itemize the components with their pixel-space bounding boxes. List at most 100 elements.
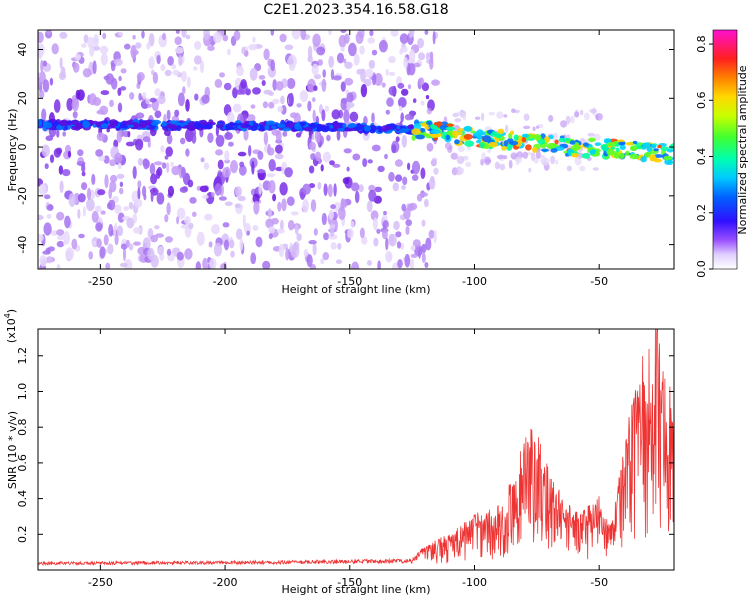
- noise-blob: [109, 174, 118, 183]
- noise-blob: [281, 198, 287, 212]
- noise-blob: [94, 205, 102, 213]
- noise-blob: [330, 204, 336, 210]
- noise-blob: [175, 30, 180, 34]
- track-blob: [632, 140, 638, 145]
- noise-blob: [58, 165, 64, 175]
- haze-blob: [487, 148, 492, 153]
- noise-blob: [187, 179, 194, 188]
- noise-blob: [404, 114, 413, 121]
- track-blob: [581, 152, 591, 159]
- noise-blob: [354, 190, 360, 204]
- noise-blob: [313, 228, 318, 236]
- noise-blob: [381, 229, 388, 240]
- noise-blob: [123, 206, 130, 211]
- noise-blob: [347, 228, 354, 239]
- track-blob: [644, 151, 652, 158]
- noise-blob: [364, 68, 374, 78]
- noise-blob: [401, 185, 406, 190]
- snr-y-ticks: 0.2 0.4 0.6 0.8 1.0 1.2: [16, 347, 674, 543]
- noise-blob: [340, 81, 346, 92]
- track-blob: [407, 124, 414, 130]
- noise-blob: [405, 225, 410, 235]
- noise-blob: [296, 103, 302, 108]
- noise-blob: [224, 239, 229, 251]
- noise-blob: [77, 193, 86, 203]
- track-blob: [325, 125, 330, 132]
- noise-blob: [385, 251, 393, 263]
- noise-blob: [100, 210, 106, 215]
- track-blob: [606, 142, 617, 147]
- noise-blob: [373, 237, 379, 247]
- noise-blob: [239, 237, 244, 251]
- noise-blob: [59, 31, 68, 39]
- track-blob: [558, 137, 566, 143]
- noise-blob: [157, 245, 165, 257]
- track-blob: [309, 122, 317, 129]
- haze-blob: [587, 132, 595, 137]
- track-blob: [625, 150, 630, 156]
- noise-blob: [224, 201, 233, 207]
- noise-blob: [224, 150, 230, 161]
- noise-blob: [222, 34, 229, 42]
- track-blob: [424, 126, 430, 130]
- colorbar: 0.0 0.2 0.4 0.6 0.8 Normalized spectral ampl…: [695, 29, 749, 278]
- haze-blob: [532, 126, 536, 132]
- noise-blob: [207, 132, 214, 143]
- noise-blob: [412, 239, 421, 248]
- haze-blob: [522, 151, 529, 159]
- haze-blob: [503, 114, 508, 118]
- noise-blob: [351, 261, 360, 269]
- noise-blob: [385, 68, 389, 76]
- noise-blob: [236, 65, 244, 77]
- noise-blob: [56, 211, 65, 221]
- noise-blob: [433, 230, 437, 244]
- noise-blob: [56, 147, 63, 155]
- track-blob: [92, 124, 97, 128]
- track-blob: [456, 128, 464, 132]
- noise-blob: [388, 71, 396, 76]
- snr-panel: -250 -200 -150 -100 -50 0.2 0.4 0.6 0.8 1.0 1.2 H…: [3, 309, 675, 596]
- noise-blob: [299, 90, 309, 102]
- noise-blob: [66, 98, 74, 111]
- track-blob: [458, 130, 463, 136]
- haze-blob: [452, 112, 459, 118]
- noise-blob: [142, 237, 151, 251]
- noise-blob: [288, 92, 294, 107]
- noise-blob: [192, 129, 197, 137]
- track-blob: [525, 144, 532, 151]
- noise-blob: [401, 88, 409, 96]
- haze-blob: [462, 155, 469, 160]
- noise-blob: [331, 109, 341, 120]
- haze-blob: [456, 155, 465, 165]
- noise-blob: [327, 183, 333, 198]
- noise-blob: [307, 55, 314, 63]
- noise-blob: [346, 92, 354, 103]
- haze-blob: [550, 155, 556, 165]
- noise-blob: [421, 252, 426, 263]
- noise-blob: [95, 222, 103, 232]
- noise-blob: [45, 247, 51, 254]
- noise-blob: [277, 106, 284, 113]
- noise-blob: [300, 30, 307, 40]
- noise-blob: [228, 141, 234, 147]
- noise-blob: [247, 114, 256, 122]
- noise-blob: [142, 92, 147, 100]
- noise-blob: [116, 173, 125, 179]
- noise-blob: [407, 62, 416, 76]
- noise-blob: [243, 128, 249, 141]
- track-blob: [193, 122, 202, 129]
- track-blob: [445, 126, 456, 131]
- noise-blob: [338, 206, 346, 220]
- track-blob: [615, 147, 620, 153]
- noise-blob: [228, 239, 235, 249]
- noise-blob: [255, 236, 263, 248]
- noise-blob: [107, 243, 114, 255]
- haze-blob: [433, 167, 439, 175]
- noise-blob: [174, 47, 184, 54]
- noise-blob: [179, 186, 188, 193]
- noise-blob: [43, 222, 52, 236]
- svg-text:(x104): (x104): [3, 309, 18, 343]
- noise-blob: [171, 64, 177, 70]
- noise-blob: [250, 252, 257, 265]
- noise-blob: [109, 159, 116, 167]
